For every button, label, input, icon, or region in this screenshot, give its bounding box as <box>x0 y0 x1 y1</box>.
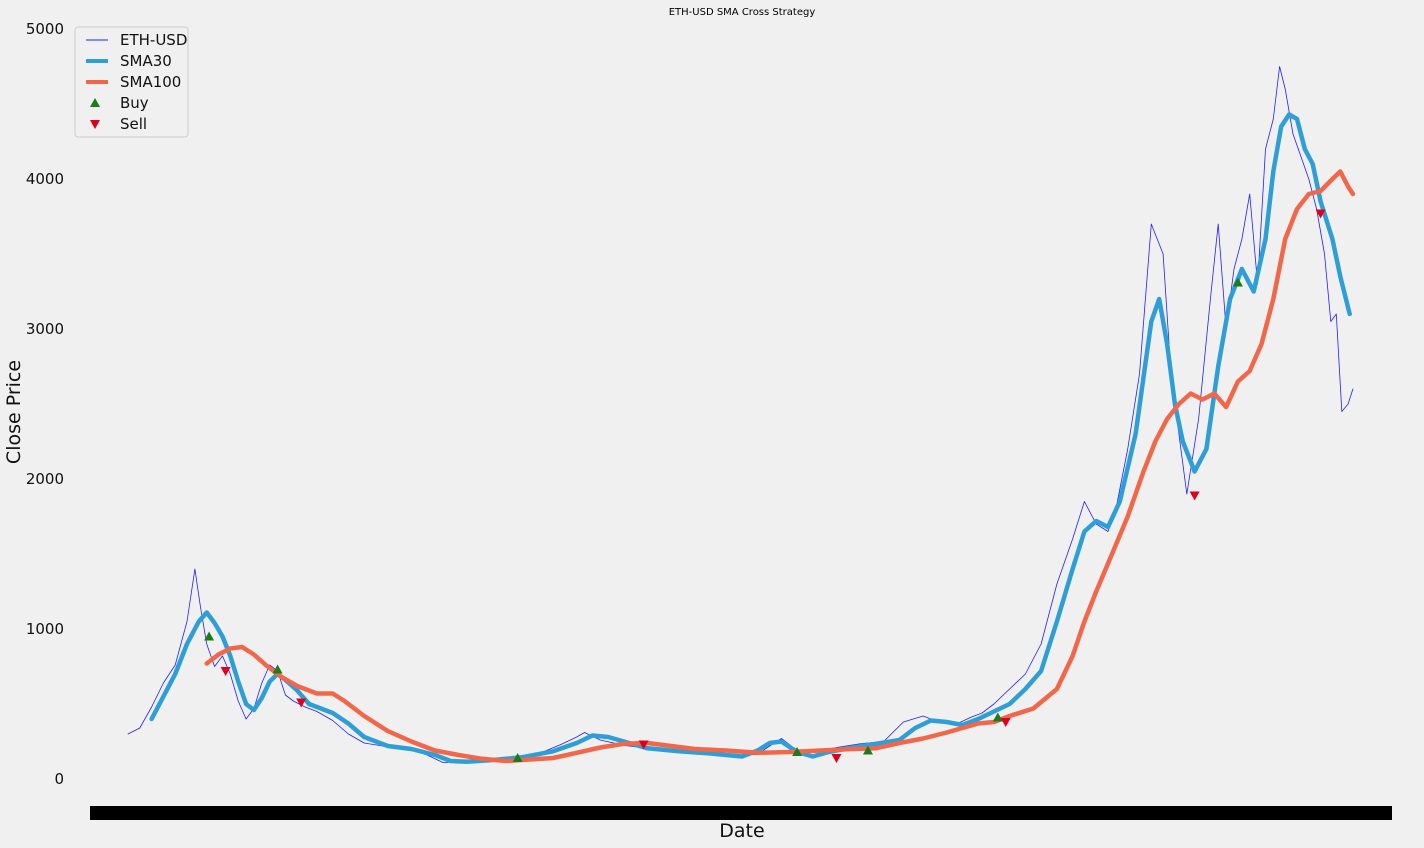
y-axis-label: Close Price <box>3 360 25 464</box>
x-axis-label: Date <box>719 820 764 842</box>
sell-signal-marker <box>1189 491 1200 501</box>
buy-signal-marker <box>992 712 1003 722</box>
sell-signal-marker <box>831 754 842 763</box>
legend-box <box>74 26 189 138</box>
buy-signal-marker <box>204 631 215 641</box>
sell-signal-marker <box>220 667 231 676</box>
legend-label-sell: Sell <box>120 115 147 133</box>
legend-label-buy: Buy <box>120 94 149 112</box>
buy-signal-marker <box>1232 277 1243 287</box>
buy-signal-marker <box>512 753 523 762</box>
legend-label-sma100: SMA100 <box>120 73 181 91</box>
y-axis-ticks: 0 1000 2000 3000 4000 5000 <box>26 20 64 788</box>
y-tick-label: 0 <box>54 770 64 788</box>
y-tick-label: 3000 <box>26 320 64 338</box>
x-tick-labels-overlap <box>90 806 1392 820</box>
series-line-sma30 <box>149 112 1352 765</box>
chart-title: ETH-USD SMA Cross Strategy <box>669 7 816 18</box>
sell-signal-marker <box>638 740 649 750</box>
y-tick-label: 5000 <box>26 20 64 38</box>
legend: ETH-USD SMA30 SMA100 Buy Sell <box>74 26 189 138</box>
sell-signal-marker <box>1315 209 1326 219</box>
legend-marker-buy <box>90 98 100 107</box>
x-axis-ticks <box>90 806 1392 820</box>
series-line-sma100 <box>204 169 1356 764</box>
sell-signal-marker <box>1000 718 1011 727</box>
y-tick-label: 1000 <box>26 620 64 638</box>
y-tick-label: 2000 <box>26 470 64 488</box>
legend-label-sma30: SMA30 <box>120 52 172 70</box>
buy-signal-marker <box>272 664 283 674</box>
sell-signal-marker <box>296 698 307 708</box>
buy-signal-marker <box>792 747 803 756</box>
plot-area <box>127 66 1356 765</box>
buy-signal-marker <box>862 745 873 755</box>
y-tick-label: 4000 <box>26 170 64 188</box>
legend-marker-sell <box>90 120 100 129</box>
legend-label-price: ETH-USD <box>120 31 187 49</box>
